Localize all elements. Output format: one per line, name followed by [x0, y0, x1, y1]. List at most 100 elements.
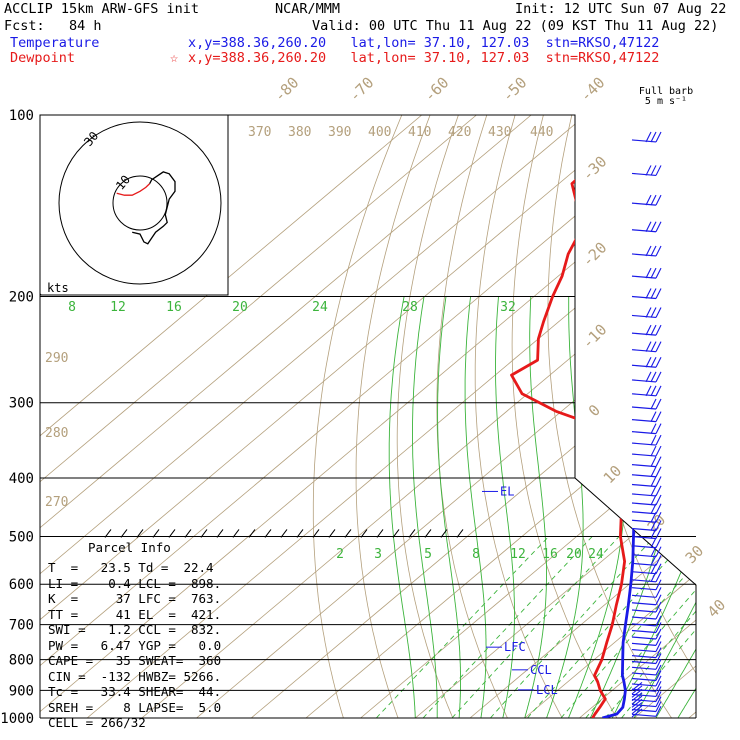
parcel-info-table: T = 23.5 Td = 22.4 LI = 0.4 LCL = 898. K =…: [48, 560, 221, 731]
wind-barb-flag: [650, 371, 657, 383]
theta-label: 400: [368, 125, 391, 140]
theta-label: 270: [45, 495, 68, 510]
freezing-hatch: [216, 529, 224, 538]
pressure-tick-label: 100: [9, 108, 34, 124]
wind-barb-flag: [655, 288, 662, 299]
wind-barb-flag: [645, 221, 652, 233]
wind-barb-flag: [650, 476, 657, 487]
wind-barb-flag: [655, 608, 662, 620]
mixing-ratio-label: 24: [312, 300, 328, 315]
wind-barb: [631, 594, 657, 598]
temperature-label: Temperature: [10, 35, 100, 51]
isotherm-label: -30: [579, 153, 611, 185]
parcel-info-row: K = 37 LFC = 763.: [48, 591, 222, 606]
wind-barb-flag: [650, 411, 657, 422]
theta-label: 440: [530, 125, 553, 140]
mixing-ratio-label: 5: [424, 547, 432, 562]
wind-barb-flag: [655, 485, 662, 497]
wind-barb-flag: [655, 563, 662, 574]
mixing-ratio-label: 32: [500, 300, 516, 315]
wind-barb: [631, 431, 657, 435]
wind-barb-flag: [650, 324, 657, 336]
hodograph-units: kts: [47, 281, 69, 295]
wind-barb: [631, 562, 657, 566]
dry-adiabat-line: [547, 115, 672, 718]
parcel-info-row: TT = 41 EL = 421.: [48, 606, 222, 622]
wind-barb: [631, 616, 657, 620]
moist-adiabat-line: [568, 296, 626, 718]
freezing-hatch: [312, 529, 320, 538]
wind-barb-flag: [650, 423, 657, 434]
wind-barb-flag: [650, 267, 657, 279]
wind-barb-flag: [655, 528, 662, 539]
wind-barb-flag: [645, 341, 652, 352]
wind-barb: [631, 535, 657, 540]
freezing-hatch: [104, 529, 112, 538]
freezing-hatch: [296, 529, 304, 538]
wind-barb: [631, 708, 643, 718]
isotherm-label: -60: [421, 74, 453, 106]
wind-barb-flag: [655, 307, 662, 318]
wind-barb: [631, 511, 657, 515]
temperature-profile: [602, 115, 696, 718]
isotherm-label: -20: [579, 239, 611, 271]
wind-barb-flag: [655, 571, 662, 583]
wind-barb: [631, 683, 657, 687]
wind-barb-flag: [655, 456, 662, 467]
barb-note-line1: Full barb: [639, 86, 693, 97]
wind-barb-flag: [650, 445, 657, 457]
wind-barb: [631, 474, 657, 478]
wind-barb-flag: [655, 659, 662, 670]
theta-label: 380: [288, 125, 311, 140]
wind-barb-flag: [655, 701, 662, 712]
wind-barb: [631, 695, 643, 705]
freezing-hatch: [136, 529, 144, 538]
wind-barb: [631, 672, 657, 676]
level-marker-label-ccl: CCL: [530, 663, 552, 677]
freezing-hatch: [376, 529, 384, 538]
pressure-tick-label: 600: [9, 577, 34, 593]
level-marker-label-lcl: LCL: [536, 683, 558, 697]
pressure-tick-label: 800: [9, 653, 34, 669]
wind-barb: [631, 379, 657, 383]
wind-barb: [631, 527, 657, 532]
mixing-ratio-label: 24: [588, 547, 604, 562]
wind-barb: [631, 493, 657, 497]
dry-adiabat-line: [396, 115, 459, 718]
freezing-hatch: [392, 529, 400, 538]
wind-barb-flag: [655, 434, 662, 446]
wind-barb-flag: [650, 288, 657, 299]
isotherm-line: [360, 115, 696, 718]
wind-barb: [631, 629, 657, 634]
wind-barb-flag: [645, 371, 652, 383]
wind-barb-flag: [655, 686, 662, 697]
init-time: Init: 12 UTC Sun 07 Aug 22: [515, 1, 727, 17]
wind-barb-flag: [650, 385, 657, 397]
wind-barb-flag: [655, 423, 662, 434]
plot-frame: [40, 114, 697, 718]
wind-barb: [631, 602, 657, 606]
isotherm-line: [40, 115, 532, 718]
wind-barb: [631, 571, 657, 575]
wind-barb-flag: [645, 194, 652, 206]
isotherm-label: -80: [271, 74, 303, 106]
wind-barb: [631, 702, 643, 711]
wind-barb-flag: [650, 563, 657, 574]
wind-barb: [631, 708, 657, 713]
wind-barb-flag: [655, 466, 662, 477]
wind-barb-flag: [650, 485, 657, 497]
mixing-ratio-label: 16: [542, 547, 558, 562]
freezing-hatch: [280, 529, 288, 538]
theta-label: 430: [488, 125, 511, 140]
wind-barb-flag: [655, 221, 662, 233]
wind-barb-flag: [650, 434, 657, 446]
freezing-hatch: [456, 529, 464, 538]
wind-barb-flag: [655, 520, 662, 531]
theta-label: 410: [408, 125, 431, 140]
wind-barb-flag: [655, 476, 662, 487]
barb-note-line2: 5 m s⁻¹: [645, 96, 687, 107]
mixing-ratio-line: [527, 536, 690, 718]
dewpoint-label: Dewpoint: [10, 50, 76, 66]
mixing-ratio-label: 20: [232, 300, 248, 315]
level-marker-label-lfc: LFC: [504, 640, 526, 654]
